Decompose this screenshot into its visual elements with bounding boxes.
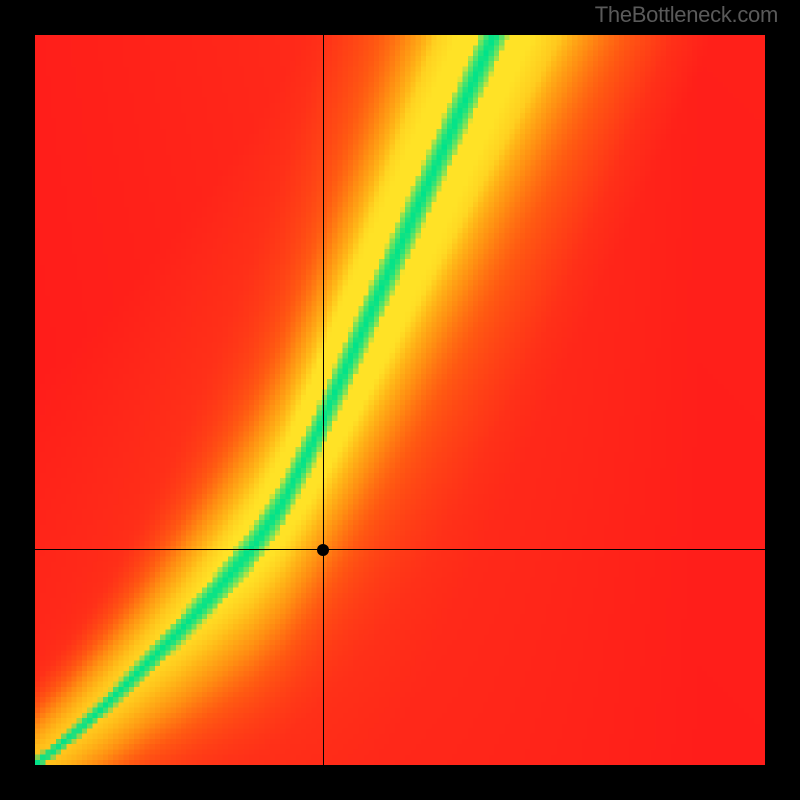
crosshair-vertical bbox=[323, 35, 324, 765]
heatmap-plot bbox=[35, 35, 765, 765]
crosshair-horizontal bbox=[35, 549, 765, 550]
data-point-marker bbox=[317, 544, 329, 556]
heatmap-canvas bbox=[35, 35, 765, 765]
watermark-text: TheBottleneck.com bbox=[595, 2, 778, 28]
